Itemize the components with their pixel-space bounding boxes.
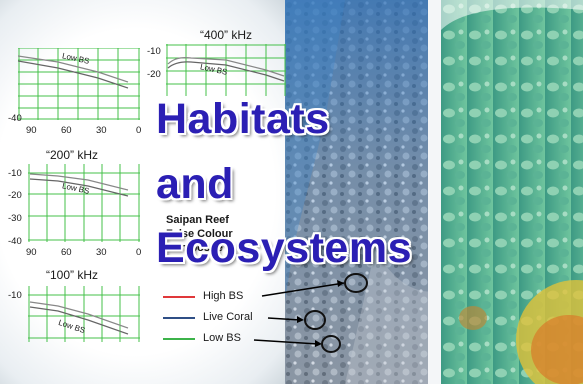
chart-100-grid xyxy=(28,286,140,342)
reef-caption-line1: Saipan Reef xyxy=(166,214,229,226)
legend-low-bs: Low BS xyxy=(203,332,241,344)
charts-background xyxy=(0,0,300,384)
chart-400-title: “400” kHz xyxy=(200,28,253,42)
legend-high-bs: High BS xyxy=(203,290,244,302)
x-tick-label: 30 xyxy=(96,125,107,136)
reef-caption-line2: False Colour xyxy=(166,228,233,240)
y-tick-label: -40 xyxy=(8,113,22,124)
pointer-low-bs xyxy=(253,339,319,345)
title-ecosystems: Ecosystems xyxy=(156,224,412,272)
marker-circle-live-coral xyxy=(304,310,326,330)
x-tick-label: 60 xyxy=(61,247,72,258)
chart-100-title: “100” kHz xyxy=(46,268,99,282)
relief-imagery-panel xyxy=(441,0,583,384)
y-tick-label: -20 xyxy=(8,190,22,201)
x-tick-label: 30 xyxy=(96,247,107,258)
x-tick-label: 90 xyxy=(26,247,37,258)
marker-circle-low-bs xyxy=(321,335,341,353)
y-tick-label: -10 xyxy=(8,290,22,301)
x-tick-label: 0 xyxy=(136,125,142,136)
y-tick-label: -10 xyxy=(8,168,22,179)
x-tick-label: 60 xyxy=(61,125,72,136)
chart-top-left xyxy=(18,48,140,120)
chart-200-title: “200” kHz xyxy=(46,148,99,162)
title-habitats: Habitats xyxy=(156,95,330,143)
chart-400-grid xyxy=(166,44,286,96)
pointer-high-bs xyxy=(261,282,345,297)
legend-live-coral: Live Coral xyxy=(203,311,253,323)
reef-caption-line3: Composite xyxy=(166,242,223,254)
reef-imagery-panel xyxy=(285,0,443,384)
x-tick-label: 0 xyxy=(136,247,142,258)
marker-circle-high-bs xyxy=(344,273,368,293)
y-tick-label: -40 xyxy=(8,236,22,247)
y-tick-label: -10 xyxy=(147,46,161,57)
title-and: and xyxy=(156,160,234,208)
chart-200-grid xyxy=(28,164,140,242)
pointer-live-coral xyxy=(267,317,301,321)
x-tick-label: 90 xyxy=(26,125,37,136)
y-tick-label: -30 xyxy=(8,213,22,224)
y-tick-label: -20 xyxy=(147,69,161,80)
